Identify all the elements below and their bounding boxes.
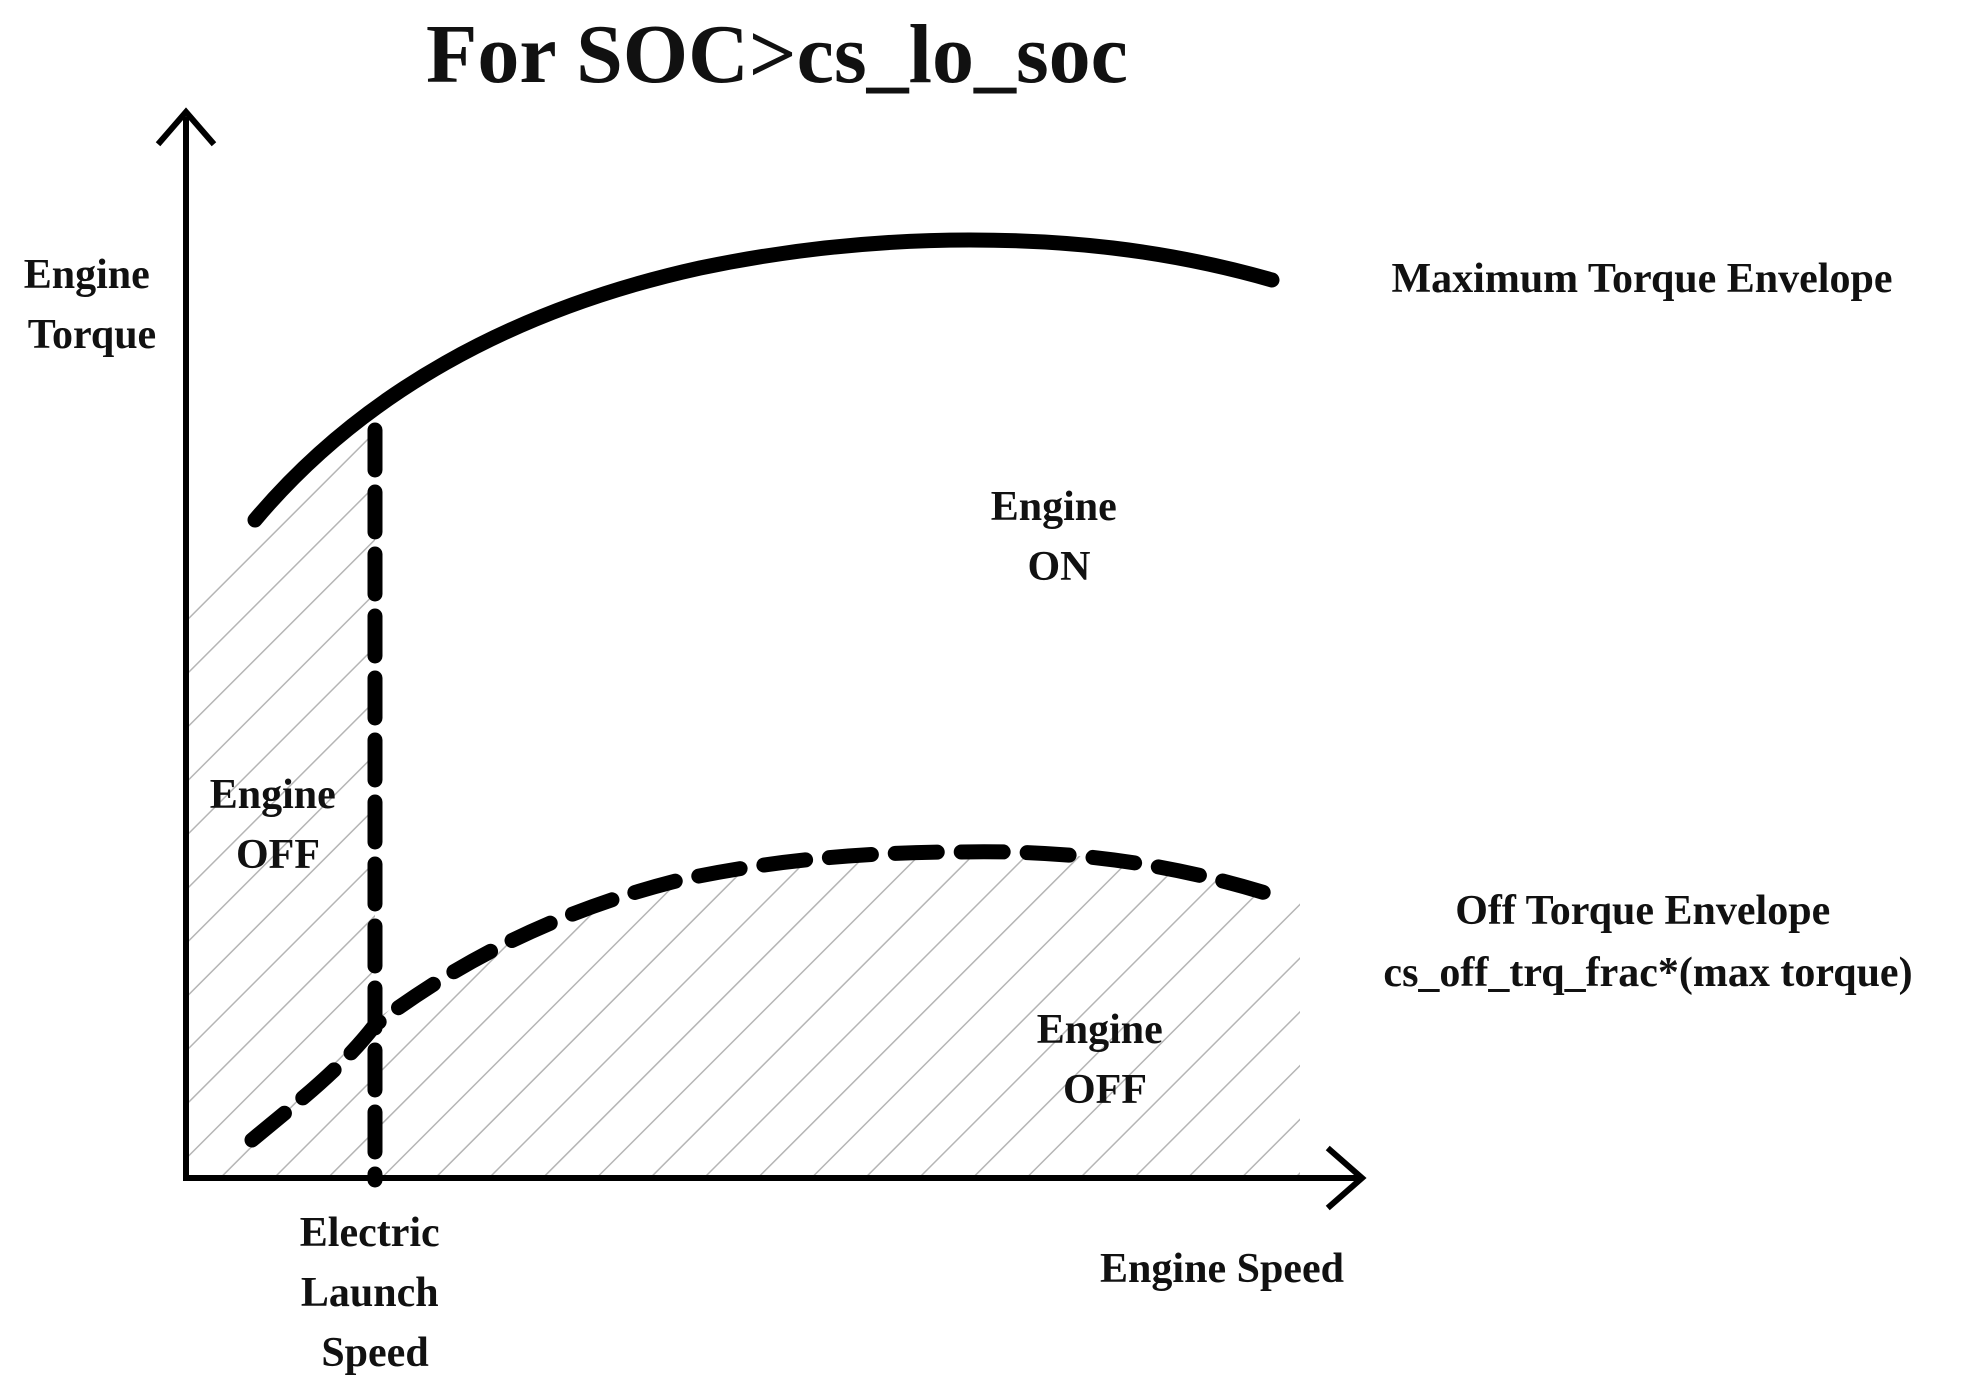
engine-off-bottom-region	[375, 851, 1300, 1178]
max-torque-envelope-label: Maximum Torque Envelope	[1392, 256, 1893, 302]
engine-on-label-line-1: Engine	[991, 484, 1117, 530]
y-axis-arrowhead	[155, 107, 217, 147]
diagram-title: For SOC>cs_lo_soc	[426, 8, 1128, 101]
engine-on-region-label: Engine ON	[991, 484, 1128, 590]
x-axis-label: Engine Speed	[1100, 1246, 1344, 1292]
off-torque-envelope-label-line-2: cs_off_trq_frac*(max torque)	[1383, 950, 1912, 996]
engine-off-left-label-line-2: OFF	[236, 832, 320, 878]
y-axis-label-line-1: Engine	[24, 252, 150, 298]
max-torque-envelope-curve	[247, 232, 1280, 528]
engine-off-left-region-label: Engine OFF	[210, 772, 347, 878]
engine-off-bottom-region-label: Engine OFF	[1037, 1007, 1174, 1113]
electric-launch-speed-label: Electric Launch Speed	[300, 1210, 450, 1376]
launch-speed-label-line-2: Launch	[301, 1270, 439, 1316]
engine-off-left-region	[186, 420, 375, 1178]
launch-speed-label-line-3: Speed	[321, 1330, 428, 1376]
off-torque-envelope-curve	[244, 844, 1280, 1148]
engine-off-left-label-line-1: Engine	[210, 772, 336, 818]
engine-off-bottom-label-line-1: Engine	[1037, 1007, 1163, 1053]
engine-off-bottom-label-line-2: OFF	[1063, 1067, 1147, 1113]
y-axis-label-line-2: Torque	[28, 312, 156, 358]
engine-on-label-line-2: ON	[1028, 544, 1091, 590]
off-torque-envelope-label-line-1: Off Torque Envelope	[1455, 888, 1830, 934]
off-torque-envelope-label: Off Torque Envelope cs_off_trq_frac*(max…	[1383, 888, 1912, 996]
x-axis-arrowhead	[1325, 1145, 1367, 1211]
y-axis-label: Engine Torque	[24, 252, 161, 358]
launch-speed-label-line-1: Electric	[300, 1210, 440, 1256]
